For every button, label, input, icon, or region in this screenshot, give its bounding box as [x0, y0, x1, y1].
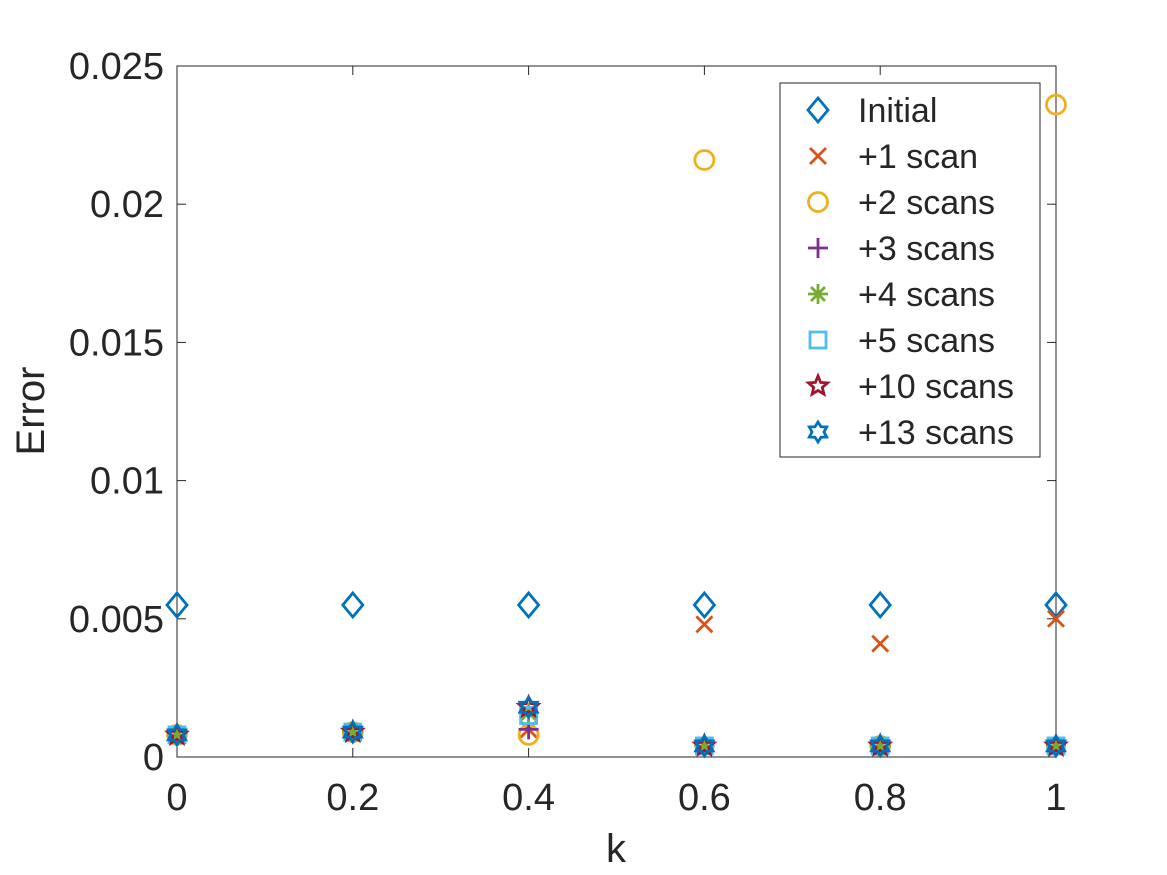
legend-marker-3-scans [808, 238, 828, 258]
series-13-scans [165, 694, 1068, 759]
data-point-13-scans [869, 733, 892, 759]
data-point-13-scans [165, 722, 189, 748]
legend-label: +5 scans [858, 322, 995, 360]
y-tick-label: 0.005 [69, 599, 164, 641]
data-point-initial [516, 590, 541, 620]
data-point-4-scans [342, 722, 363, 743]
data-point-1-scan [871, 634, 890, 653]
legend-marker-1-scan [809, 147, 827, 165]
ticks-layer: 0 0.2 0.4 0.6 0.8 1 0 0.005 0.01 0.015 0.02 0.025 [69, 46, 1067, 819]
legend-marker-4-scans [808, 284, 828, 304]
x-tick-label: 1 [1045, 777, 1066, 819]
y-axis-label: Error [9, 367, 53, 456]
x-tick-label: 0.4 [502, 777, 555, 819]
data-point-13-scans [693, 733, 716, 759]
legend-marker-5-scans [808, 330, 828, 350]
data-point-2-scans [693, 149, 716, 171]
legend-marker-initial [806, 95, 830, 125]
x-tick-label: 0.8 [854, 777, 907, 819]
y-tick-label: 0.015 [69, 322, 164, 364]
data-point-13-scans [341, 719, 364, 745]
legend: Initial +1 scan +2 scans +3 scans +4 scans +5… [779, 82, 1041, 458]
y-tick-label: 0 [143, 737, 164, 779]
legend-label: +1 scan [858, 138, 978, 176]
legend-marker-13-scans [806, 419, 830, 445]
legend-label: Initial [858, 92, 937, 130]
data-point-initial [692, 590, 717, 620]
x-tick-label: 0.2 [326, 777, 379, 819]
data-point-13-scans [517, 694, 540, 720]
x-tick-label: 0.6 [678, 777, 731, 819]
data-point-2-scans [1045, 93, 1067, 116]
legend-marker-2-scans [807, 191, 829, 213]
legend-label: +13 scans [858, 414, 1014, 452]
data-point-4-scans [870, 735, 891, 756]
data-point-initial [165, 590, 189, 620]
data-point-13-scans [1044, 733, 1068, 759]
data-point-1-scan [1047, 609, 1065, 628]
x-axis-label: k [606, 827, 627, 871]
y-tick-label: 0.01 [90, 461, 164, 503]
legend-label: +4 scans [858, 276, 995, 314]
legend-marker-10-scans [805, 372, 831, 398]
data-point-1-scan [695, 615, 714, 634]
legend-label: +3 scans [858, 230, 995, 268]
x-tick-label: 0 [166, 777, 187, 819]
data-marks [164, 93, 1069, 759]
data-point-initial [340, 590, 365, 620]
data-point-5-scans [519, 706, 538, 725]
y-tick-label: 0.02 [90, 184, 164, 226]
data-point-4-scans [694, 735, 715, 756]
legend-label: +2 scans [858, 184, 995, 222]
y-tick-label: 0.025 [69, 46, 164, 88]
data-point-4-scans [167, 724, 187, 745]
legend-label: +10 scans [858, 368, 1014, 406]
data-point-4-scans [1046, 735, 1066, 756]
data-point-initial [868, 590, 893, 620]
